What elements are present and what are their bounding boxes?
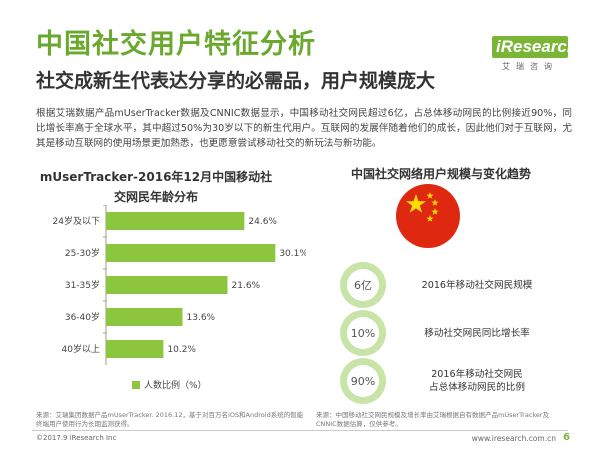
page-number: 6 xyxy=(563,432,570,443)
source-note-left: 来源：艾瑞集团数据产品mUserTracker. 2016.12，基于对百万名i… xyxy=(36,411,304,428)
stat-user-scale: 6亿 2016年移动社交网民规模 xyxy=(340,262,570,308)
bar xyxy=(106,308,183,326)
stat-label: 移动社交网民同比增长率 xyxy=(424,327,530,339)
value-label: 13.6% xyxy=(187,313,216,323)
category-label: 25-30岁 xyxy=(65,247,100,259)
value-label: 10.2% xyxy=(167,345,196,355)
page-title: 中国社交用户特征分析 xyxy=(36,29,316,60)
legend-swatch xyxy=(132,380,140,389)
legend-label: 人数比例（%） xyxy=(144,381,207,391)
bar xyxy=(106,340,164,358)
copyright: ©2017.9 iResearch Inc xyxy=(36,434,117,442)
value-label: 30.1% xyxy=(279,249,306,259)
brand-cn-label: 艾瑞咨询 xyxy=(502,62,558,71)
stats-title: 中国社交网络用户规模与变化趋势 xyxy=(350,167,531,181)
value-label: 24.6% xyxy=(248,217,277,227)
stat-growth-rate: 10% 移动社交网民同比增长率 xyxy=(340,310,570,356)
age-distribution-chart: 24岁及以下 24.6% 25-30岁 30.1% 31-35岁 21.6% 36-40岁 1… xyxy=(53,205,306,365)
chart-legend: 人数比例（%） xyxy=(132,378,207,391)
stat-value: 90% xyxy=(347,365,379,397)
source-note-right: 来源：中国移动社交网民规模及增长率由艾瑞根据自有数据产品mUserTracker… xyxy=(316,411,550,428)
category-label: 31-35岁 xyxy=(65,279,100,291)
stat-bubble: 10% xyxy=(340,310,386,356)
footer-divider xyxy=(32,430,568,431)
chart-title: mUserTracker-2016年12月中国移动社交网民年龄分布 xyxy=(39,170,273,204)
bar xyxy=(106,276,228,294)
stat-label: 2016年移动社交网民 占总体移动网民的比例 xyxy=(429,369,525,393)
china-flag-icon xyxy=(396,184,460,248)
bar xyxy=(106,244,276,262)
page-subtitle: 社交成新生代表达分享的必需品，用户规模庞大 xyxy=(36,70,436,92)
stat-label: 2016年移动社交网民规模 xyxy=(421,279,533,291)
intro-paragraph: 根据艾瑞数据产品mUserTracker数据及CNNIC数据显示，中国移动社交网… xyxy=(36,108,572,149)
stat-bubble: 90% xyxy=(340,358,386,404)
value-label: 21.6% xyxy=(232,281,261,291)
category-label: 40岁以上 xyxy=(62,343,100,355)
stat-value: 10% xyxy=(347,317,379,349)
brand-logo: iResearch 艾瑞咨询 xyxy=(492,36,577,72)
website-link[interactable]: www.iresearch.com.cn xyxy=(471,434,556,443)
stat-bubble: 6亿 xyxy=(340,262,386,308)
stat-penetration: 90% 2016年移动社交网民 占总体移动网民的比例 xyxy=(340,358,570,404)
stat-value: 6亿 xyxy=(347,269,379,301)
category-label: 24岁及以下 xyxy=(53,215,100,227)
category-label: 36-40岁 xyxy=(65,311,100,323)
bar xyxy=(106,212,245,230)
iresearch-logo: iResearch xyxy=(492,36,577,58)
